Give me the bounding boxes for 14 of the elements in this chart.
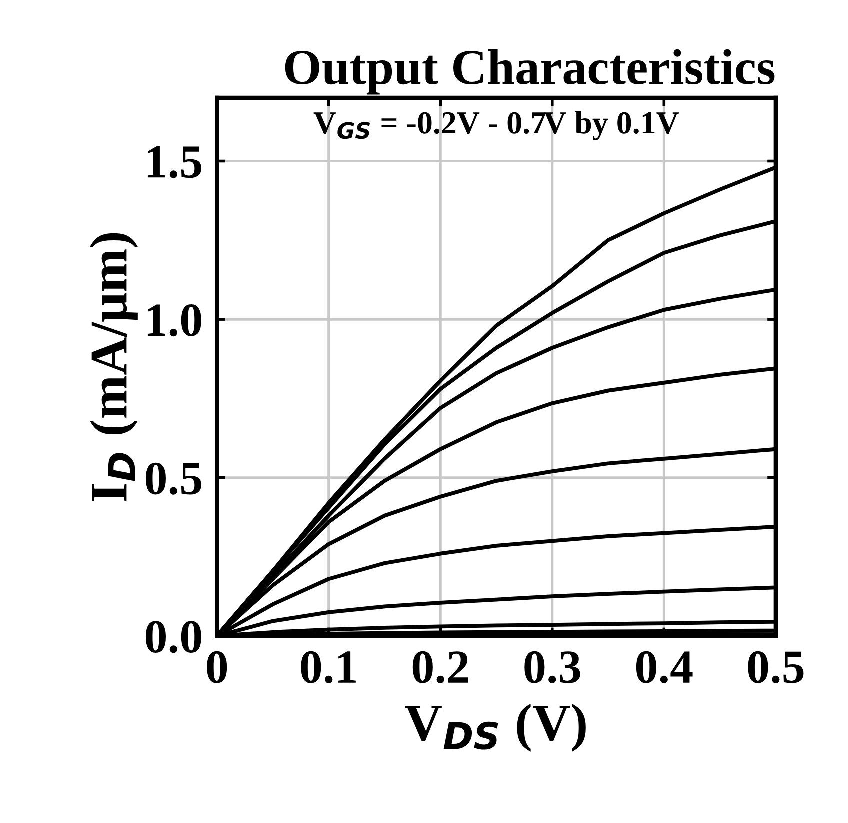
y-axis-title: I$_{D}$ (mA/μm): [90, 233, 138, 502]
y-tick-label: 0.5: [146, 462, 202, 495]
x-tick-label: 0.5: [748, 651, 804, 684]
x-tick-label: 0: [207, 651, 228, 684]
x-tick-label: 0.3: [524, 651, 580, 684]
annotation: V$_{GS}$ = -0.2V - 0.7V by 0.1V: [314, 111, 680, 140]
x-tick-label: 0.2: [412, 651, 468, 684]
y-tick-label: 0.0: [146, 621, 202, 654]
x-axis-title: V$_{DS}$ (V): [405, 704, 586, 752]
y-tick-label: 1.5: [148, 146, 202, 178]
y-tick-label: 1.0: [148, 304, 202, 337]
x-tick-label: 0.1: [301, 651, 356, 684]
x-tick-label: 0.4: [636, 651, 693, 684]
chart-title: Output Characteristics: [285, 49, 775, 95]
